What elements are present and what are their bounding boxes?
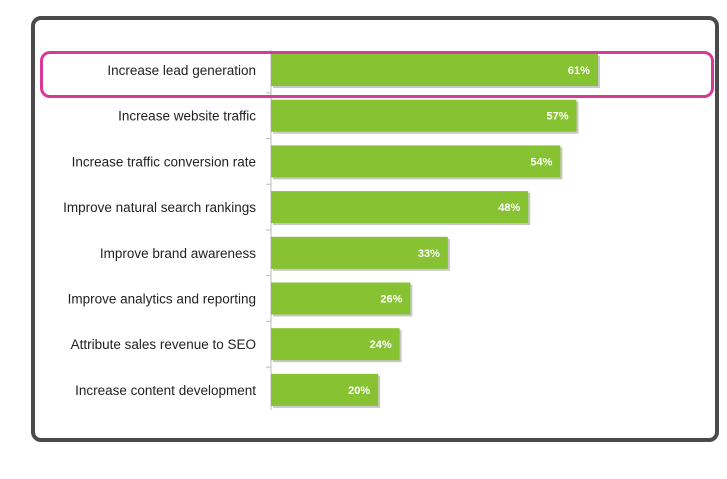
data-label: 54% <box>530 156 552 168</box>
data-label: 20% <box>348 385 370 397</box>
category-label: Attribute sales revenue to SEO <box>71 337 256 352</box>
bar <box>271 282 411 315</box>
category-label: Increase lead generation <box>107 63 256 78</box>
category-label: Improve brand awareness <box>100 246 256 261</box>
bar <box>271 236 448 269</box>
bar <box>271 191 529 224</box>
data-label: 26% <box>380 294 402 306</box>
category-label: Increase website traffic <box>118 109 256 124</box>
data-label: 24% <box>370 339 392 351</box>
bar <box>271 145 561 178</box>
bar <box>271 373 379 406</box>
data-label: 57% <box>546 111 568 123</box>
category-label: Improve analytics and reporting <box>68 292 256 307</box>
data-label: 61% <box>568 65 590 77</box>
bar <box>271 54 598 86</box>
category-label: Improve natural search rankings <box>63 200 256 215</box>
data-label: 33% <box>418 248 440 260</box>
category-label: Increase content development <box>75 383 256 398</box>
bar <box>271 99 577 132</box>
chart-frame <box>31 16 719 442</box>
category-label: Increase traffic conversion rate <box>72 154 256 169</box>
data-label: 48% <box>498 202 520 214</box>
bar <box>271 328 400 361</box>
highlight-outline <box>40 51 714 98</box>
